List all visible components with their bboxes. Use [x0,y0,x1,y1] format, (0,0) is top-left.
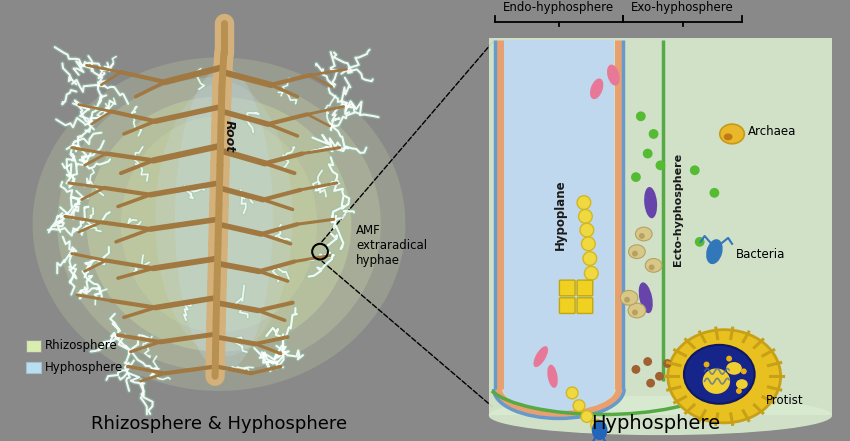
Polygon shape [489,38,832,415]
Ellipse shape [726,362,742,375]
Circle shape [585,266,598,280]
Ellipse shape [628,303,646,318]
Text: Endo-hyphosphere: Endo-hyphosphere [503,1,615,14]
Text: AMF
extraradical
hyphae: AMF extraradical hyphae [356,224,428,267]
Circle shape [655,372,664,381]
Ellipse shape [668,330,780,423]
Circle shape [639,233,645,239]
Text: Hyphosphere: Hyphosphere [591,414,720,433]
Ellipse shape [645,258,662,272]
Circle shape [694,237,705,247]
Circle shape [631,172,641,182]
Circle shape [646,379,655,388]
Text: Hypoplane: Hypoplane [554,179,567,250]
Circle shape [580,223,594,237]
Ellipse shape [706,239,722,264]
FancyBboxPatch shape [577,280,592,296]
Ellipse shape [156,82,292,357]
Ellipse shape [57,77,381,371]
Circle shape [583,252,597,265]
Ellipse shape [684,345,755,404]
Ellipse shape [592,420,608,440]
Ellipse shape [720,124,745,144]
Bar [26,340,42,352]
Text: Ecto-hyphosphere: Ecto-hyphosphere [673,153,683,266]
Ellipse shape [620,291,638,305]
FancyBboxPatch shape [559,298,575,314]
Circle shape [663,359,672,368]
Ellipse shape [636,227,652,241]
Text: Protist: Protist [765,394,803,407]
Ellipse shape [32,57,405,391]
Circle shape [581,237,595,250]
Ellipse shape [503,367,615,411]
Circle shape [704,362,710,367]
Circle shape [577,196,591,209]
Ellipse shape [628,245,645,258]
Circle shape [655,161,666,170]
Ellipse shape [121,116,317,332]
Ellipse shape [87,97,351,352]
Text: Rhizosphere & Hyphosphere: Rhizosphere & Hyphosphere [91,415,347,433]
Circle shape [710,188,719,198]
Circle shape [643,149,653,158]
Circle shape [643,357,652,366]
Ellipse shape [547,365,558,388]
FancyBboxPatch shape [577,298,592,314]
Ellipse shape [489,396,832,435]
Circle shape [632,310,638,315]
Circle shape [636,112,646,121]
Text: Archaea: Archaea [748,124,796,138]
Circle shape [591,419,603,431]
Text: Hyphosphere: Hyphosphere [45,361,123,374]
Circle shape [624,297,630,303]
Ellipse shape [736,379,748,389]
Ellipse shape [590,78,604,99]
FancyBboxPatch shape [559,280,575,296]
Ellipse shape [534,346,548,367]
Ellipse shape [723,134,733,140]
Ellipse shape [638,282,653,313]
Text: Exo-hyphosphere: Exo-hyphosphere [632,1,734,14]
Text: Rhizosphere: Rhizosphere [45,339,118,352]
Circle shape [690,165,700,175]
Circle shape [632,365,640,374]
Ellipse shape [703,368,730,394]
Circle shape [649,129,659,139]
Circle shape [579,209,592,223]
Circle shape [736,388,742,394]
Bar [503,40,615,389]
Ellipse shape [607,64,620,86]
Ellipse shape [644,187,657,218]
Ellipse shape [175,67,273,371]
Text: Bacteria: Bacteria [736,248,785,261]
Circle shape [566,387,578,399]
Bar [26,362,42,374]
Circle shape [649,265,654,270]
Circle shape [726,355,732,362]
Circle shape [632,250,638,257]
Circle shape [741,368,747,374]
Text: Root: Root [223,120,235,152]
Circle shape [573,400,585,411]
Circle shape [581,411,592,422]
